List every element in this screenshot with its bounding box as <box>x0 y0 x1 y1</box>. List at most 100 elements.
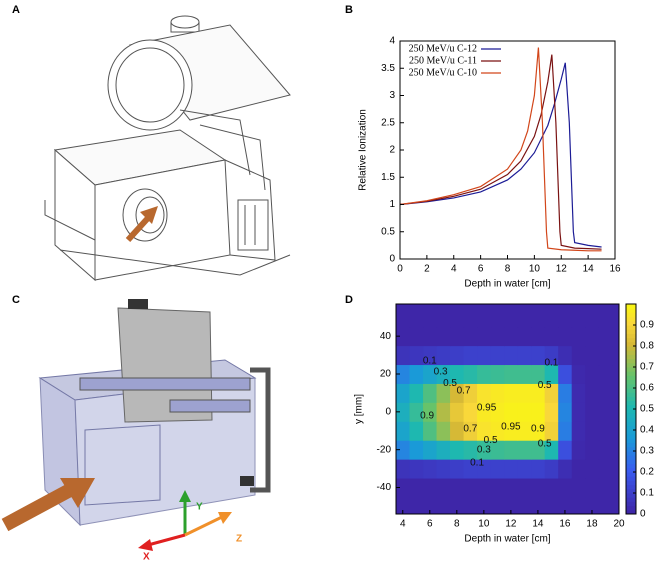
colorbar-segment <box>626 312 636 318</box>
contour-label: 0.1 <box>470 458 484 469</box>
heatmap-cell <box>517 478 532 498</box>
heatmap-cell <box>598 440 613 460</box>
heatmap-cell <box>571 496 586 514</box>
contour-label: 0.9 <box>531 424 545 435</box>
colorbar-segment <box>626 438 636 444</box>
heatmap-cell <box>558 307 573 328</box>
heatmap-cell <box>477 326 492 347</box>
heatmap-cell <box>517 459 532 479</box>
x-tick-label: 10 <box>478 519 490 530</box>
heatmap-cell <box>423 326 438 347</box>
contour-label: 0.3 <box>434 367 448 378</box>
colorbar-segment <box>626 325 636 330</box>
heatmap-cell <box>517 402 532 422</box>
y-tick-label: 40 <box>380 331 392 342</box>
axis-y-label: Y <box>196 502 203 513</box>
heatmap-cell <box>423 478 438 498</box>
heatmap-cell <box>396 345 411 366</box>
contour-label: 0.7 <box>463 424 477 435</box>
heatmap-cell <box>450 364 465 384</box>
heatmap-cell <box>531 478 546 498</box>
heatmap-cell <box>531 383 546 403</box>
colorbar-segment <box>626 375 636 381</box>
heatmap-cell <box>544 345 559 366</box>
colorbar-segment <box>626 430 636 435</box>
heatmap-cell <box>396 496 411 514</box>
heatmap-cell <box>450 383 465 403</box>
heatmap-cell <box>409 402 424 422</box>
heatmap-cell <box>463 383 478 403</box>
colorbar-segment <box>626 505 636 511</box>
heatmap-cell <box>450 307 465 328</box>
colorbar-segment <box>626 472 636 477</box>
contour-label: 0.95 <box>501 422 521 433</box>
beam-arrowhead <box>60 478 95 508</box>
heatmap-cell <box>423 345 438 366</box>
heatmap-cell <box>558 440 573 460</box>
heatmap-cell <box>517 364 532 384</box>
heatmap-cell <box>423 496 438 514</box>
heatmap-cell <box>571 478 586 498</box>
heatmap-cell <box>544 326 559 347</box>
colorbar-segment <box>626 446 636 452</box>
heatmap-cell <box>423 383 438 403</box>
x-tick-label: 8 <box>454 519 460 530</box>
heatmap-cell <box>463 345 478 366</box>
colorbar-segment <box>626 316 636 322</box>
colorbar-segment <box>626 484 636 490</box>
colorbar-segment <box>626 455 636 460</box>
y-tick-label: 0 <box>389 254 395 265</box>
heatmap-cell <box>544 440 559 460</box>
colorbar-segment <box>626 413 636 418</box>
heatmap-cell <box>558 478 573 498</box>
heatmap-cell <box>396 383 411 403</box>
heatmap-cell <box>450 459 465 479</box>
heatmap-cell <box>436 496 451 514</box>
colorbar-segment <box>626 371 636 376</box>
heatmap-cell <box>423 307 438 328</box>
colorbar-segment <box>626 488 636 494</box>
heatmap-cell <box>423 364 438 384</box>
x-tick-label: 2 <box>424 264 430 275</box>
contour-label: 0.9 <box>420 410 434 421</box>
panel-label: C <box>12 294 20 306</box>
heatmap-cell <box>463 307 478 328</box>
heatmap-cell <box>450 440 465 460</box>
heatmap-cell <box>585 383 600 403</box>
colorbar-segment <box>626 417 636 423</box>
heatmap-cell <box>612 364 619 384</box>
series-line <box>399 54 602 250</box>
heatmap-cell <box>544 478 559 498</box>
heatmap-cell <box>396 364 411 384</box>
contour-label: 0.5 <box>538 439 552 450</box>
heatmap-cell <box>504 307 519 328</box>
heatmap-cell <box>436 345 451 366</box>
heatmap-cell <box>396 478 411 498</box>
series-line <box>399 47 602 252</box>
heatmap-cell <box>558 345 573 366</box>
heatmap-cell <box>490 307 505 328</box>
colorbar-segment <box>626 459 636 465</box>
x-tick-label: 6 <box>427 519 433 530</box>
heatmap-cell <box>571 345 586 366</box>
heatmap-cell <box>396 402 411 422</box>
heatmap-cell <box>423 421 438 441</box>
heatmap-cell <box>598 345 613 366</box>
x-tick-label: 12 <box>505 519 517 530</box>
heatmap-cell <box>463 364 478 384</box>
heatmap-cell <box>504 496 519 514</box>
heatmap-cell <box>571 307 586 328</box>
heatmap-cell <box>571 421 586 441</box>
heatmap-cell <box>436 383 451 403</box>
colorbar-tick-label: 0.7 <box>640 362 654 373</box>
heatmap-cell <box>612 421 619 441</box>
heatmap-cell <box>477 383 492 403</box>
heatmap-cell <box>504 383 519 403</box>
heatmap-cell <box>504 478 519 498</box>
colorbar-segment <box>626 392 636 397</box>
heatmap-cell <box>504 402 519 422</box>
panel-label: D <box>345 294 353 306</box>
coordinate-axes <box>138 490 232 551</box>
colorbar-segment <box>626 350 636 355</box>
